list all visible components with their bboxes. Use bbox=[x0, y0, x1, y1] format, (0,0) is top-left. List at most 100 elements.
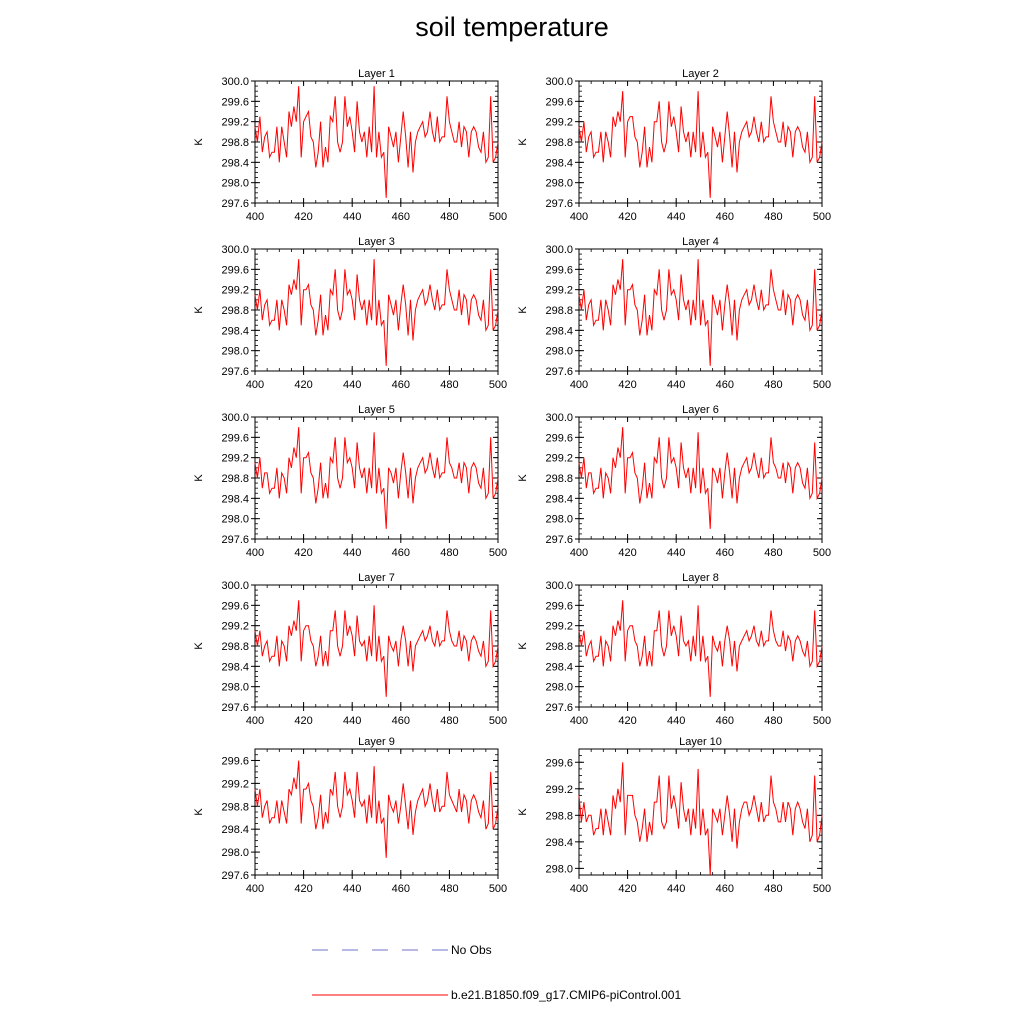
panel-layer-9: Layer 9 K 297.6 298.0 298.4 298.8 299.2 299.6 40… bbox=[193, 736, 507, 895]
x-tick-label: 500 bbox=[489, 547, 507, 559]
x-tick-label: 400 bbox=[570, 211, 588, 223]
x-tick-label: 420 bbox=[294, 715, 312, 727]
x-tick-label: 440 bbox=[667, 547, 685, 559]
panel-layer-3: Layer 3 K 297.6 298.0 298.4 298.8 299.2 299.6 30… bbox=[193, 236, 507, 391]
y-tick-label: 299.2 bbox=[221, 117, 249, 129]
y-tick-label: 298.4 bbox=[545, 661, 573, 673]
x-tick-label: 420 bbox=[294, 883, 312, 895]
panel-title: Layer 2 bbox=[682, 68, 719, 80]
x-tick-label: 400 bbox=[570, 379, 588, 391]
panel-layer-7: Layer 7 K 297.6 298.0 298.4 298.8 299.2 299.6 30… bbox=[193, 572, 507, 727]
y-tick-label: 298.8 bbox=[545, 137, 573, 149]
y-tick-label: 298.4 bbox=[221, 824, 249, 836]
y-tick-label: 298.4 bbox=[545, 157, 573, 169]
y-tick-label: 299.2 bbox=[221, 621, 249, 633]
x-tick-label: 460 bbox=[392, 883, 410, 895]
x-tick-label: 420 bbox=[294, 211, 312, 223]
x-tick-label: 440 bbox=[343, 379, 361, 391]
x-tick-label: 480 bbox=[440, 211, 458, 223]
panel-title: Layer 7 bbox=[358, 572, 395, 584]
panel-title: Layer 5 bbox=[358, 404, 395, 416]
plot-frame bbox=[254, 416, 499, 540]
panel-layer-4: Layer 4 K 297.6 298.0 298.4 298.8 299.2 299.6 30… bbox=[517, 236, 831, 391]
y-axis-label: K bbox=[517, 306, 529, 314]
y-tick-label: 298.8 bbox=[545, 305, 573, 317]
y-tick-label: 298.0 bbox=[221, 346, 249, 358]
x-tick-label: 420 bbox=[618, 211, 636, 223]
x-tick-label: 480 bbox=[440, 883, 458, 895]
x-tick-label: 420 bbox=[294, 547, 312, 559]
y-tick-label: 297.6 bbox=[221, 702, 249, 714]
x-tick-label: 500 bbox=[813, 883, 831, 895]
x-tick-label: 420 bbox=[618, 715, 636, 727]
x-tick-label: 480 bbox=[440, 547, 458, 559]
x-tick-label: 500 bbox=[489, 715, 507, 727]
x-tick-label: 500 bbox=[813, 379, 831, 391]
x-tick-label: 440 bbox=[343, 883, 361, 895]
x-tick-label: 460 bbox=[716, 883, 734, 895]
x-tick-label: 420 bbox=[294, 379, 312, 391]
y-tick-label: 298.4 bbox=[221, 661, 249, 673]
y-tick-label: 298.4 bbox=[221, 325, 249, 337]
x-tick-label: 400 bbox=[246, 379, 264, 391]
y-tick-label: 298.8 bbox=[221, 641, 249, 653]
series-line bbox=[254, 760, 499, 858]
x-tick-label: 500 bbox=[813, 547, 831, 559]
y-axis-label: K bbox=[193, 474, 205, 482]
panel-layer-2: Layer 2 K 297.6 298.0 298.4 298.8 299.2 299.6 30… bbox=[517, 68, 831, 223]
y-tick-label: 297.6 bbox=[545, 702, 573, 714]
y-tick-label: 300.0 bbox=[221, 580, 249, 592]
x-tick-label: 460 bbox=[392, 547, 410, 559]
series-line bbox=[578, 259, 823, 366]
plot-frame bbox=[578, 584, 823, 708]
y-tick-label: 298.4 bbox=[545, 837, 573, 849]
y-tick-label: 297.6 bbox=[221, 870, 249, 882]
x-tick-label: 480 bbox=[764, 211, 782, 223]
y-tick-label: 300.0 bbox=[545, 244, 573, 256]
y-tick-label: 298.8 bbox=[545, 641, 573, 653]
series-line bbox=[578, 91, 823, 198]
x-tick-label: 480 bbox=[440, 715, 458, 727]
y-tick-label: 298.0 bbox=[545, 346, 573, 358]
panel-title: Layer 6 bbox=[682, 404, 719, 416]
y-tick-label: 300.0 bbox=[545, 412, 573, 424]
x-tick-label: 440 bbox=[667, 379, 685, 391]
x-tick-label: 460 bbox=[716, 379, 734, 391]
x-tick-label: 480 bbox=[440, 379, 458, 391]
x-tick-label: 460 bbox=[392, 379, 410, 391]
panel-layer-1: Layer 1 K 297.6 298.0 298.4 298.8 299.2 299.6 30… bbox=[193, 68, 507, 223]
legend-label-model: b.e21.B1850.f09_g17.CMIP6-piControl.001 bbox=[451, 988, 681, 1002]
y-axis-label: K bbox=[193, 642, 205, 650]
x-tick-label: 400 bbox=[570, 883, 588, 895]
x-tick-label: 400 bbox=[570, 547, 588, 559]
x-tick-label: 480 bbox=[764, 547, 782, 559]
y-tick-label: 298.0 bbox=[221, 178, 249, 190]
y-tick-label: 299.2 bbox=[545, 117, 573, 129]
x-tick-label: 500 bbox=[489, 883, 507, 895]
y-tick-label: 298.4 bbox=[221, 493, 249, 505]
y-tick-label: 298.8 bbox=[221, 473, 249, 485]
x-tick-label: 400 bbox=[570, 715, 588, 727]
y-axis-label: K bbox=[517, 138, 529, 146]
y-tick-label: 300.0 bbox=[221, 76, 249, 88]
y-tick-label: 299.6 bbox=[545, 432, 573, 444]
y-tick-label: 298.0 bbox=[221, 682, 249, 694]
x-tick-label: 480 bbox=[764, 379, 782, 391]
panel-layer-10: Layer 10 K 298.0 298.4 298.8 299.2 299.6 400 420… bbox=[517, 736, 831, 895]
y-tick-label: 298.8 bbox=[545, 810, 573, 822]
plot-frame bbox=[254, 80, 499, 204]
y-tick-label: 299.6 bbox=[545, 600, 573, 612]
panel-title: Layer 8 bbox=[682, 572, 719, 584]
y-axis-label: K bbox=[193, 138, 205, 146]
y-tick-label: 299.2 bbox=[545, 453, 573, 465]
panel-layer-8: Layer 8 K 297.6 298.0 298.4 298.8 299.2 299.6 30… bbox=[517, 572, 831, 727]
x-tick-label: 440 bbox=[667, 211, 685, 223]
plot-frame bbox=[578, 248, 823, 372]
y-tick-label: 299.2 bbox=[545, 621, 573, 633]
panel-title: Layer 3 bbox=[358, 236, 395, 248]
y-tick-label: 298.4 bbox=[221, 157, 249, 169]
y-tick-label: 298.0 bbox=[221, 847, 249, 859]
series-line bbox=[254, 86, 499, 198]
y-tick-label: 297.6 bbox=[545, 198, 573, 210]
